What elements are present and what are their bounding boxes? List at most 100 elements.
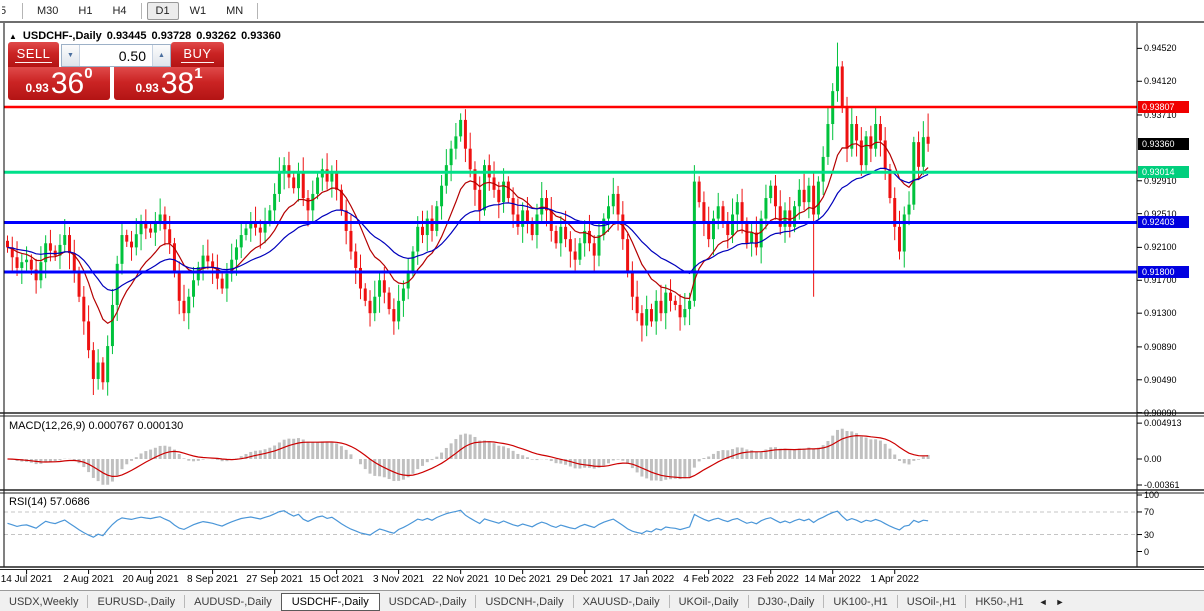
tab-separator (747, 595, 749, 608)
chart-tab-usdchf[interactable]: USDCHF-,Daily (280, 593, 380, 611)
sell-price-big-digits: 36 (50, 67, 85, 100)
toolbar-divider (0, 21, 1204, 23)
price-axis-tick: 0.92100 (1144, 242, 1177, 253)
timeframe-button-m30[interactable]: M30 (37, 4, 59, 17)
volume-decrease-button[interactable]: ▼ (62, 45, 80, 66)
close-value: 0.93360 (241, 30, 281, 42)
sell-price-prefix: 0.93 (25, 81, 49, 95)
price-axis-tick: 0.94120 (1144, 76, 1177, 87)
tab-separator (87, 595, 89, 608)
date-axis-label: 1 Apr 2022 (870, 574, 919, 585)
chart-tab-eurusd[interactable]: EURUSD-,Daily (97, 596, 176, 608)
price-axis-tick: 0.91700 (1144, 275, 1177, 286)
toolbar-separator (257, 2, 259, 19)
sell-price-button[interactable]: 0.93 36 0 (8, 65, 110, 100)
chart-tab-audusd[interactable]: AUDUSD-,Daily (194, 596, 272, 608)
tab-scroll-right-icon[interactable]: ► (1055, 596, 1065, 607)
timeframe-toolbar: 5 M30 H1 H4 D1 W1 MN (0, 0, 1204, 21)
date-axis-label: 27 Sep 2021 (246, 574, 303, 585)
chart-tab-dj30[interactable]: DJ30-,Daily (757, 596, 815, 608)
price-axis-tick: 0.92910 (1144, 175, 1177, 186)
date-axis-label: 23 Feb 2022 (742, 574, 799, 585)
chart-tab-ukoil[interactable]: UKOil-,Daily (678, 596, 739, 608)
tab-separator (896, 595, 898, 608)
chart-tab-usdcad[interactable]: USDCAD-,Daily (388, 596, 467, 608)
chart-tab-bar: USDX,Weekly EURUSD-,Daily AUDUSD-,Daily USD… (0, 590, 1204, 611)
price-axis-tick: 0.90090 (1144, 407, 1177, 418)
timeframe-button-h4[interactable]: H4 (112, 4, 127, 17)
open-value: 0.93445 (106, 30, 147, 42)
macd-indicator-label: MACD(12,26,9) 0.000767 0.000130 (9, 420, 184, 432)
rsi-axis-tick: 100 (1144, 490, 1160, 500)
level-price-tag: 0.92403 (1138, 216, 1189, 229)
buy-button[interactable]: BUY (171, 42, 224, 67)
chart-tab-usdx[interactable]: USDX,Weekly (9, 596, 79, 608)
tab-scroll-left-icon[interactable]: ◄ (1038, 596, 1048, 607)
date-axis-label: 14 Jul 2021 (0, 574, 53, 585)
symbol-period-label: USDCHF-,Daily (22, 30, 102, 42)
level-price-tag: 0.91800 (1138, 266, 1189, 279)
tab-separator (965, 595, 967, 608)
rsi-indicator-label: RSI(14) 57.0686 (9, 496, 90, 508)
toolbar-separator (140, 2, 142, 19)
rsi-axis-tick: 70 (1144, 506, 1155, 517)
price-axis-tick: 0.92510 (1144, 208, 1177, 219)
sell-button-label: SELL (14, 46, 53, 63)
collapse-panel-icon[interactable]: ▲ (9, 32, 17, 41)
chart-tab-uk100[interactable]: UK100-,H1 (833, 596, 888, 608)
date-axis-label: 2 Aug 2021 (63, 574, 114, 585)
high-value: 0.93728 (151, 30, 192, 42)
tab-separator (475, 595, 477, 608)
level-price-tag: 0.93014 (1138, 166, 1189, 179)
timeframe-button-5[interactable]: 5 (1, 2, 17, 20)
buy-price-prefix: 0.93 (135, 81, 159, 95)
timeframe-button-h1[interactable]: H1 (78, 4, 93, 17)
timeframe-button-w1[interactable]: W1 (189, 4, 207, 17)
macd-axis-tick: -0.00361 (1144, 480, 1180, 490)
price-axis-tick: 0.90490 (1144, 374, 1177, 385)
tab-separator (184, 595, 186, 608)
tab-separator (668, 595, 670, 608)
date-axis-label: 14 Mar 2022 (804, 574, 861, 585)
level-price-tag: 0.93807 (1138, 101, 1189, 113)
buy-price-button[interactable]: 0.93 38 1 (114, 65, 224, 100)
volume-field[interactable]: 0.50 (118, 47, 146, 64)
buy-price-big-digits: 38 (160, 67, 195, 100)
current-price-tag: 0.93360 (1138, 137, 1189, 150)
rsi-axis-tick: 0 (1144, 546, 1150, 557)
chart-tab-usoil[interactable]: USOil-,H1 (906, 596, 957, 608)
chart-info-bar: ▲ USDCHF-,Daily 0.93445 0.93728 0.93262 0.933… (9, 30, 286, 42)
tab-separator (572, 595, 574, 608)
volume-increase-button[interactable]: ▲ (152, 45, 170, 66)
macd-axis-tick: 0.004913 (1144, 418, 1182, 429)
chart-tab-hk50[interactable]: HK50-,H1 (975, 596, 1024, 608)
macd-axis-tick: 0.00 (1144, 454, 1162, 464)
date-axis-label: 10 Dec 2021 (494, 574, 552, 585)
date-axis-label: 22 Nov 2021 (432, 574, 489, 585)
sell-button[interactable]: SELL (8, 42, 59, 67)
chart-tab-xauusd[interactable]: XAUUSD-,Daily (582, 596, 660, 608)
rsi-axis-tick: 30 (1144, 529, 1155, 540)
date-axis-label: 8 Sep 2021 (187, 574, 239, 585)
date-axis-label: 17 Jan 2022 (619, 574, 675, 585)
low-value: 0.93262 (196, 30, 237, 42)
price-axis-tick: 0.91300 (1144, 308, 1177, 319)
tab-scroll-arrows: ◄ ► (1039, 597, 1065, 607)
date-axis-label: 15 Oct 2021 (309, 574, 364, 585)
chart-tab-usdcnh[interactable]: USDCNH-,Daily (485, 596, 564, 608)
volume-stepper: ▼ 0.50 ▲ (61, 44, 171, 67)
buy-button-label: BUY (181, 46, 214, 63)
tab-separator (823, 595, 825, 608)
toolbar-separator (22, 2, 23, 19)
timeframe-button-d1[interactable]: D1 (146, 1, 179, 20)
one-click-trading-panel: SELL ▼ 0.50 ▲ BUY 0.93 36 0 0.93 38 1 (8, 42, 224, 100)
price-axis-tick: 0.90890 (1144, 341, 1177, 352)
price-axis-tick: 0.93710 (1144, 109, 1177, 120)
date-axis-label: 20 Aug 2021 (122, 574, 179, 585)
chevron-down-icon: ▼ (67, 52, 74, 59)
timeframe-button-mn[interactable]: MN (226, 4, 244, 17)
sell-price-pipette: 0 (84, 65, 93, 82)
price-axis-tick: 0.94520 (1144, 43, 1177, 54)
